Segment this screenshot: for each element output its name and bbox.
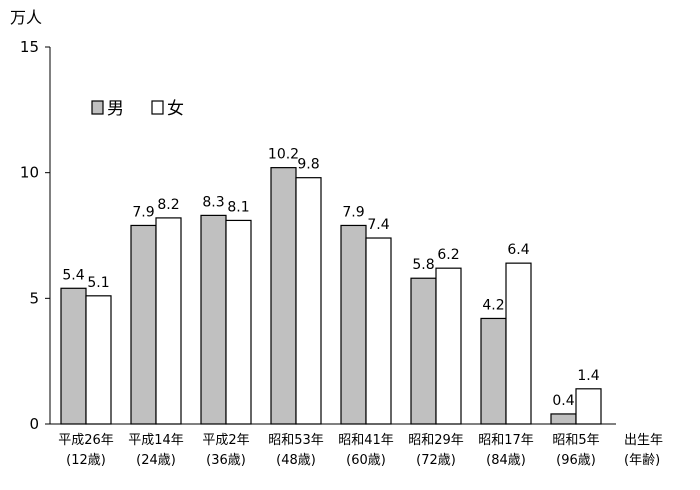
bar-female — [155, 217, 182, 425]
data-label-female: 8.1 — [227, 199, 249, 215]
bar-female — [505, 262, 532, 425]
x-tick-label-age: (60歳) — [346, 453, 386, 468]
bar-female — [295, 177, 322, 425]
data-label-male: 0.4 — [552, 393, 574, 409]
x-axis-label-sub: (年齢) — [624, 453, 660, 468]
data-label-male: 7.9 — [132, 204, 154, 220]
bar-male — [410, 277, 437, 425]
y-unit-label: 万人 — [10, 8, 42, 27]
legend-swatch-male — [91, 100, 104, 115]
x-tick-label-age: (24歳) — [136, 453, 176, 468]
data-label-female: 7.4 — [367, 217, 389, 233]
x-tick-label: 昭和5年 — [552, 433, 599, 448]
data-labels: 5.4 7.9 8.3 10.2 7.9 5.8 4.2 0.4 5.1 8.2 8.1 9.8 7.4… — [62, 147, 599, 409]
y-tick-label: 0 — [29, 415, 39, 433]
x-tick-label: 昭和41年 — [338, 433, 394, 448]
x-tick-label: 平成14年 — [128, 433, 184, 448]
x-tick-label-age: (12歳) — [66, 453, 106, 468]
data-label-female: 6.2 — [437, 247, 459, 263]
legend: 男女 — [91, 99, 184, 119]
x-tick-label-age: (72歳) — [416, 453, 456, 468]
data-label-female: 9.8 — [297, 157, 319, 173]
bar-male — [200, 214, 227, 425]
bar-male — [480, 317, 507, 425]
data-label-male: 5.8 — [412, 257, 434, 273]
bar-female — [225, 219, 252, 425]
y-tick-label: 15 — [20, 38, 39, 56]
data-label-male: 10.2 — [268, 147, 299, 163]
legend-label-male: 男 — [107, 99, 124, 119]
bar-male — [270, 167, 297, 425]
bar-male — [550, 413, 577, 425]
legend-label-female: 女 — [167, 99, 184, 119]
bar-male — [60, 287, 87, 425]
y-tick-label: 10 — [20, 164, 39, 182]
bar-female — [365, 237, 392, 425]
legend-swatch-female — [151, 100, 164, 115]
x-tick-label-age: (36歳) — [206, 453, 246, 468]
bars — [60, 167, 602, 425]
x-tick-label-age: (48歳) — [276, 453, 316, 468]
x-axis-label: 出生年 — [624, 433, 663, 448]
data-label-male: 4.2 — [482, 297, 504, 313]
data-label-male: 7.9 — [342, 204, 364, 220]
bar-female — [435, 267, 462, 425]
x-tick-label: 平成26年 — [58, 433, 114, 448]
data-label-female: 5.1 — [87, 275, 109, 291]
data-label-female: 1.4 — [577, 368, 599, 384]
x-tick-label: 昭和29年 — [408, 433, 464, 448]
x-tick-label: 平成2年 — [202, 433, 249, 448]
x-tick-label-age: (84歳) — [486, 453, 526, 468]
x-tick-label: 昭和17年 — [478, 433, 534, 448]
x-tick-label-age: (96歳) — [556, 453, 596, 468]
data-label-female: 6.4 — [507, 242, 529, 258]
bar-male — [340, 224, 367, 425]
bar-female — [85, 295, 112, 425]
data-label-male: 5.4 — [62, 267, 84, 283]
x-tick-label: 昭和53年 — [268, 433, 324, 448]
bar-male — [130, 224, 157, 425]
data-label-male: 8.3 — [202, 194, 224, 210]
y-tick-label: 5 — [29, 289, 39, 307]
bar-female — [575, 388, 602, 425]
data-label-female: 8.2 — [157, 197, 179, 213]
